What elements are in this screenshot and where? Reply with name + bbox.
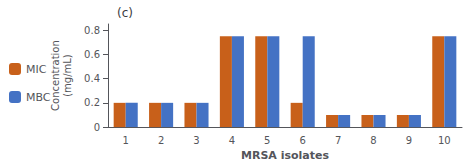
svg-text:0.8: 0.8 bbox=[84, 25, 100, 36]
svg-text:10: 10 bbox=[438, 135, 451, 146]
svg-text:0: 0 bbox=[94, 122, 100, 133]
svg-text:0.4: 0.4 bbox=[84, 73, 100, 84]
svg-text:5: 5 bbox=[264, 135, 270, 146]
svg-text:6: 6 bbox=[300, 135, 306, 146]
svg-text:3: 3 bbox=[193, 135, 199, 146]
svg-text:MRSA isolates: MRSA isolates bbox=[241, 149, 329, 162]
svg-text:8: 8 bbox=[370, 135, 376, 146]
svg-text:0.6: 0.6 bbox=[84, 49, 100, 60]
svg-text:MBC: MBC bbox=[26, 91, 51, 104]
svg-text:MIC: MIC bbox=[26, 63, 47, 76]
svg-text:(c): (c) bbox=[117, 6, 133, 20]
svg-text:2: 2 bbox=[158, 135, 164, 146]
svg-text:Concentration: Concentration bbox=[50, 40, 61, 111]
svg-text:4: 4 bbox=[229, 135, 235, 146]
svg-text:0.2: 0.2 bbox=[84, 97, 100, 108]
svg-text:(mg/mL): (mg/mL) bbox=[62, 54, 73, 97]
svg-text:1: 1 bbox=[123, 135, 129, 146]
svg-text:9: 9 bbox=[406, 135, 412, 146]
svg-text:7: 7 bbox=[335, 135, 341, 146]
